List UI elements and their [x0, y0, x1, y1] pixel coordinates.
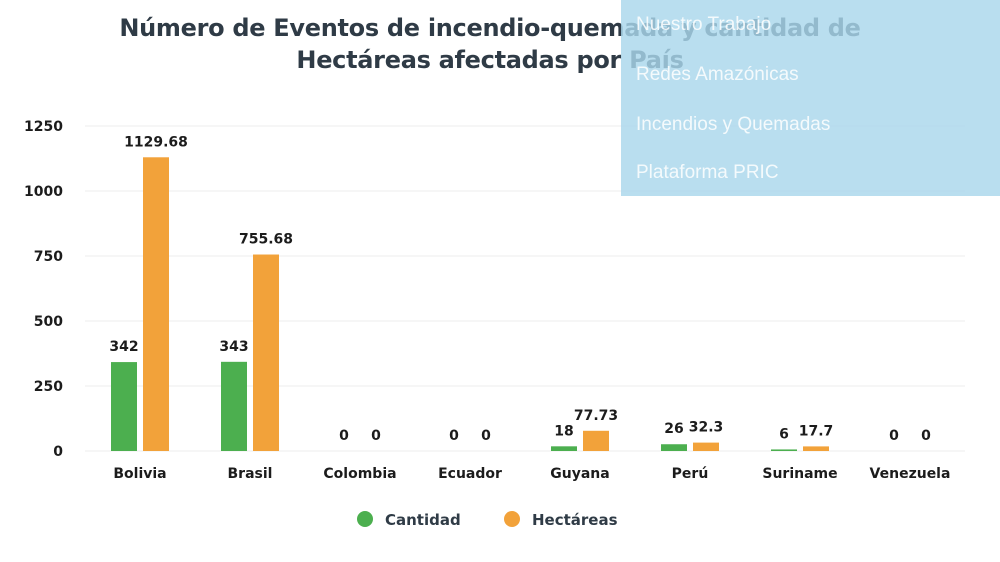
- bar-cantidad: [111, 362, 137, 451]
- x-tick-label: Suriname: [762, 466, 837, 482]
- x-tick-label: Guyana: [550, 466, 609, 482]
- bar-hectáreas: [583, 430, 609, 451]
- data-label: 1129.68: [124, 134, 188, 150]
- menu-item-nuestro-trabajo[interactable]: Nuestro Trabajo: [636, 14, 772, 35]
- x-tick-label: Perú: [672, 466, 709, 482]
- legend-marker: [357, 511, 373, 527]
- bar-cantidad: [661, 444, 687, 451]
- data-label: 0: [339, 428, 349, 444]
- data-label: 32.3: [689, 420, 724, 436]
- data-label: 18: [554, 423, 573, 439]
- y-tick-label: 1000: [24, 184, 63, 200]
- legend-label: Cantidad: [385, 511, 461, 529]
- x-tick-label: Ecuador: [438, 466, 502, 482]
- y-tick-label: 250: [34, 379, 63, 395]
- data-label: 77.73: [574, 408, 618, 424]
- bar-hectáreas: [253, 254, 279, 451]
- y-tick-label: 1250: [24, 119, 63, 135]
- bar-hectáreas: [803, 446, 829, 451]
- legend-marker: [504, 511, 520, 527]
- bar-cantidad: [771, 449, 797, 451]
- bar-cantidad: [221, 361, 247, 451]
- bar-cantidad: [551, 446, 577, 451]
- menu-item-redes-amazonicas[interactable]: Redes Amazónicas: [636, 64, 799, 85]
- data-label: 26: [664, 421, 683, 437]
- data-label: 0: [449, 428, 459, 444]
- x-tick-label: Venezuela: [870, 466, 951, 482]
- data-label: 17.7: [799, 423, 834, 439]
- data-label: 755.68: [239, 232, 293, 248]
- data-label: 0: [921, 428, 931, 444]
- y-tick-label: 750: [34, 249, 63, 265]
- y-tick-label: 0: [53, 444, 63, 460]
- data-label: 342: [109, 339, 138, 355]
- data-label: 6: [779, 426, 789, 442]
- x-tick-label: Brasil: [228, 466, 273, 482]
- chart-title-line-2: Hectáreas afectadas por País: [296, 46, 684, 74]
- bar-hectáreas: [693, 442, 719, 451]
- data-label: 343: [219, 339, 248, 355]
- menu-item-plataforma-pric[interactable]: Plataforma PRIC: [636, 162, 779, 183]
- x-tick-label: Colombia: [323, 466, 396, 482]
- data-label: 0: [889, 428, 899, 444]
- data-label: 0: [371, 428, 381, 444]
- bar-hectáreas: [143, 157, 169, 451]
- overlay-menu: Nuestro Trabajo Redes Amazónicas Incendi…: [621, 0, 1000, 196]
- legend-label: Hectáreas: [532, 511, 618, 529]
- data-label: 0: [481, 428, 491, 444]
- x-tick-label: Bolivia: [113, 466, 166, 482]
- y-tick-label: 500: [34, 314, 63, 330]
- menu-item-incendios-quemadas[interactable]: Incendios y Quemadas: [636, 114, 831, 135]
